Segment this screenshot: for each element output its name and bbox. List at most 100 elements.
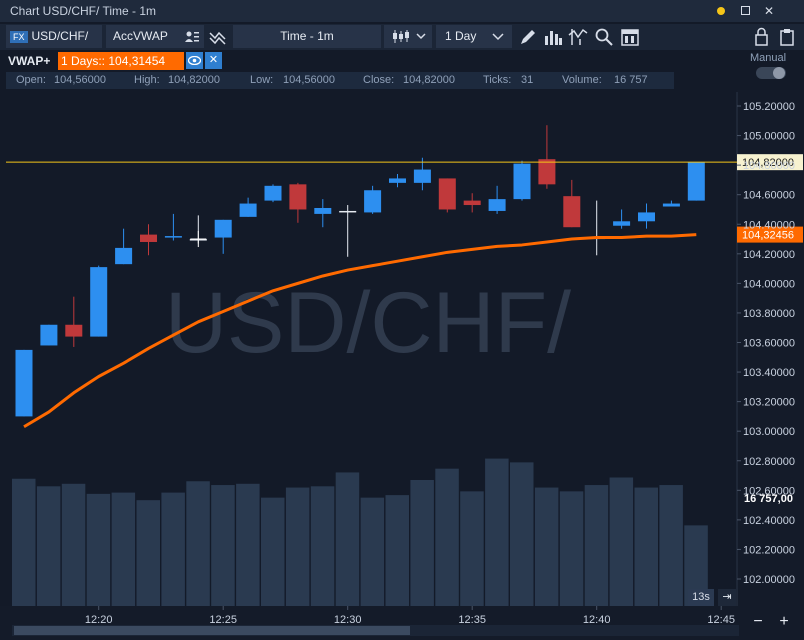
candle-body bbox=[438, 178, 456, 210]
volume-bar bbox=[285, 487, 310, 606]
go-to-end-icon[interactable]: ⇥ bbox=[718, 589, 736, 606]
candle-body bbox=[463, 200, 481, 206]
volume-bar bbox=[534, 487, 559, 606]
volume-bar bbox=[36, 486, 61, 606]
volume-bar bbox=[111, 492, 136, 606]
volume-bar bbox=[435, 468, 459, 606]
symbol-selector[interactable]: FX USD/CHF/ bbox=[6, 25, 102, 48]
candle-body bbox=[513, 163, 531, 200]
candle-body bbox=[65, 324, 83, 337]
volume-bar bbox=[186, 481, 210, 606]
volume-bar bbox=[634, 487, 658, 606]
y-tick-label: 104.20000 bbox=[743, 249, 795, 261]
candles-chevron-icon bbox=[393, 30, 426, 43]
zoom-out-button[interactable]: − bbox=[753, 613, 763, 630]
candle-body bbox=[687, 162, 705, 201]
y-tick-label: 105.00000 bbox=[743, 131, 795, 143]
ticks-value: 31 bbox=[521, 74, 534, 86]
volume-bar bbox=[385, 495, 409, 606]
volume-bar bbox=[684, 525, 708, 606]
candle-body bbox=[289, 184, 307, 210]
y-tick-label: 104.60000 bbox=[743, 190, 795, 202]
y-tick-label: 102.80000 bbox=[743, 456, 795, 468]
manual-toggle[interactable] bbox=[756, 67, 786, 79]
volume-bar bbox=[659, 485, 683, 606]
low-value: 104,56000 bbox=[283, 74, 335, 86]
close-indicator-icon[interactable]: ✕ bbox=[205, 52, 222, 69]
candle-body bbox=[563, 196, 581, 228]
candle-body bbox=[413, 169, 431, 183]
y-tick-label: 104.80000 bbox=[743, 160, 795, 172]
volume-bar bbox=[211, 485, 235, 606]
scrollbar-thumb[interactable] bbox=[14, 626, 410, 635]
compare-icon[interactable] bbox=[208, 27, 228, 47]
current-price-label: 104,82000 bbox=[742, 157, 794, 169]
indicator-name: VWAP+ bbox=[8, 54, 51, 68]
high-value: 104,82000 bbox=[168, 74, 220, 86]
candle-body bbox=[538, 159, 556, 185]
volume-bar bbox=[12, 478, 36, 606]
volume-axis-label: 16 757,00 bbox=[744, 493, 793, 505]
price-label-box bbox=[737, 154, 803, 171]
volume-bar bbox=[360, 497, 385, 606]
x-tick-label: 12:40 bbox=[583, 614, 611, 626]
zoom-in-button[interactable]: + bbox=[779, 613, 789, 630]
period-label: 1 Day bbox=[445, 29, 477, 43]
y-tick-label: 105.20000 bbox=[743, 101, 795, 113]
y-tick-label: 103.00000 bbox=[743, 426, 795, 438]
volume-bar bbox=[584, 485, 609, 606]
volume-bar bbox=[559, 491, 584, 606]
volume-bar bbox=[460, 491, 484, 606]
candle-body bbox=[314, 207, 332, 214]
indicator-selector[interactable]: AccVWAP bbox=[106, 25, 204, 48]
status-dot-icon bbox=[712, 2, 730, 20]
volume-bar bbox=[86, 493, 111, 606]
candle-body bbox=[638, 212, 655, 222]
candle-body bbox=[239, 203, 257, 217]
x-tick-label: 12:25 bbox=[209, 614, 237, 626]
timeframe-label: Time - 1m bbox=[280, 29, 334, 43]
y-tick-label: 102.00000 bbox=[743, 574, 795, 586]
window-title: Chart USD/CHF/ Time - 1m bbox=[10, 4, 157, 18]
window-titlebar: Chart USD/CHF/ Time - 1m ✕ bbox=[0, 0, 804, 22]
candle-body bbox=[90, 267, 108, 337]
volume-bar bbox=[236, 483, 260, 606]
candle-body bbox=[389, 178, 406, 183]
candle-body bbox=[140, 234, 157, 242]
volume-bar bbox=[61, 483, 86, 606]
y-tick-label: 104.00000 bbox=[743, 278, 795, 290]
maximize-icon[interactable] bbox=[736, 2, 754, 20]
candle-body bbox=[15, 349, 33, 417]
symbol-watermark: USD/CHF/ bbox=[165, 275, 571, 371]
candle-body bbox=[115, 247, 133, 265]
period-selector[interactable]: 1 Day bbox=[436, 25, 512, 48]
eye-icon[interactable] bbox=[186, 52, 203, 69]
x-tick-label: 12:35 bbox=[458, 614, 486, 626]
chart-type-selector[interactable] bbox=[384, 25, 432, 48]
candle-body bbox=[214, 219, 232, 238]
vwap-price-label: 104,32456 bbox=[742, 230, 794, 242]
x-tick-label: 12:30 bbox=[334, 614, 362, 626]
lock-icon[interactable] bbox=[752, 27, 772, 47]
clipboard-icon[interactable] bbox=[777, 27, 797, 47]
search-icon[interactable] bbox=[594, 27, 614, 47]
indicators-icon[interactable] bbox=[568, 27, 588, 47]
volume-bar bbox=[136, 500, 160, 606]
template-icon[interactable] bbox=[620, 27, 640, 47]
bar-chart-icon[interactable] bbox=[543, 27, 563, 47]
close-value: 104,82000 bbox=[403, 74, 455, 86]
volume-bar bbox=[510, 462, 534, 606]
volume-bar bbox=[410, 480, 434, 606]
pencil-icon[interactable] bbox=[518, 27, 538, 47]
user-list-icon bbox=[185, 31, 199, 42]
candle-body bbox=[662, 203, 680, 207]
y-tick-label: 102.40000 bbox=[743, 515, 795, 527]
ticks-label: Ticks: bbox=[483, 74, 512, 86]
close-icon[interactable]: ✕ bbox=[763, 4, 775, 18]
low-label: Low: bbox=[250, 74, 274, 86]
open-label: Open: bbox=[16, 74, 46, 86]
candle-body bbox=[264, 185, 282, 201]
volume-value: 16 757 bbox=[614, 74, 648, 86]
timeframe-selector[interactable]: Time - 1m bbox=[233, 25, 381, 48]
